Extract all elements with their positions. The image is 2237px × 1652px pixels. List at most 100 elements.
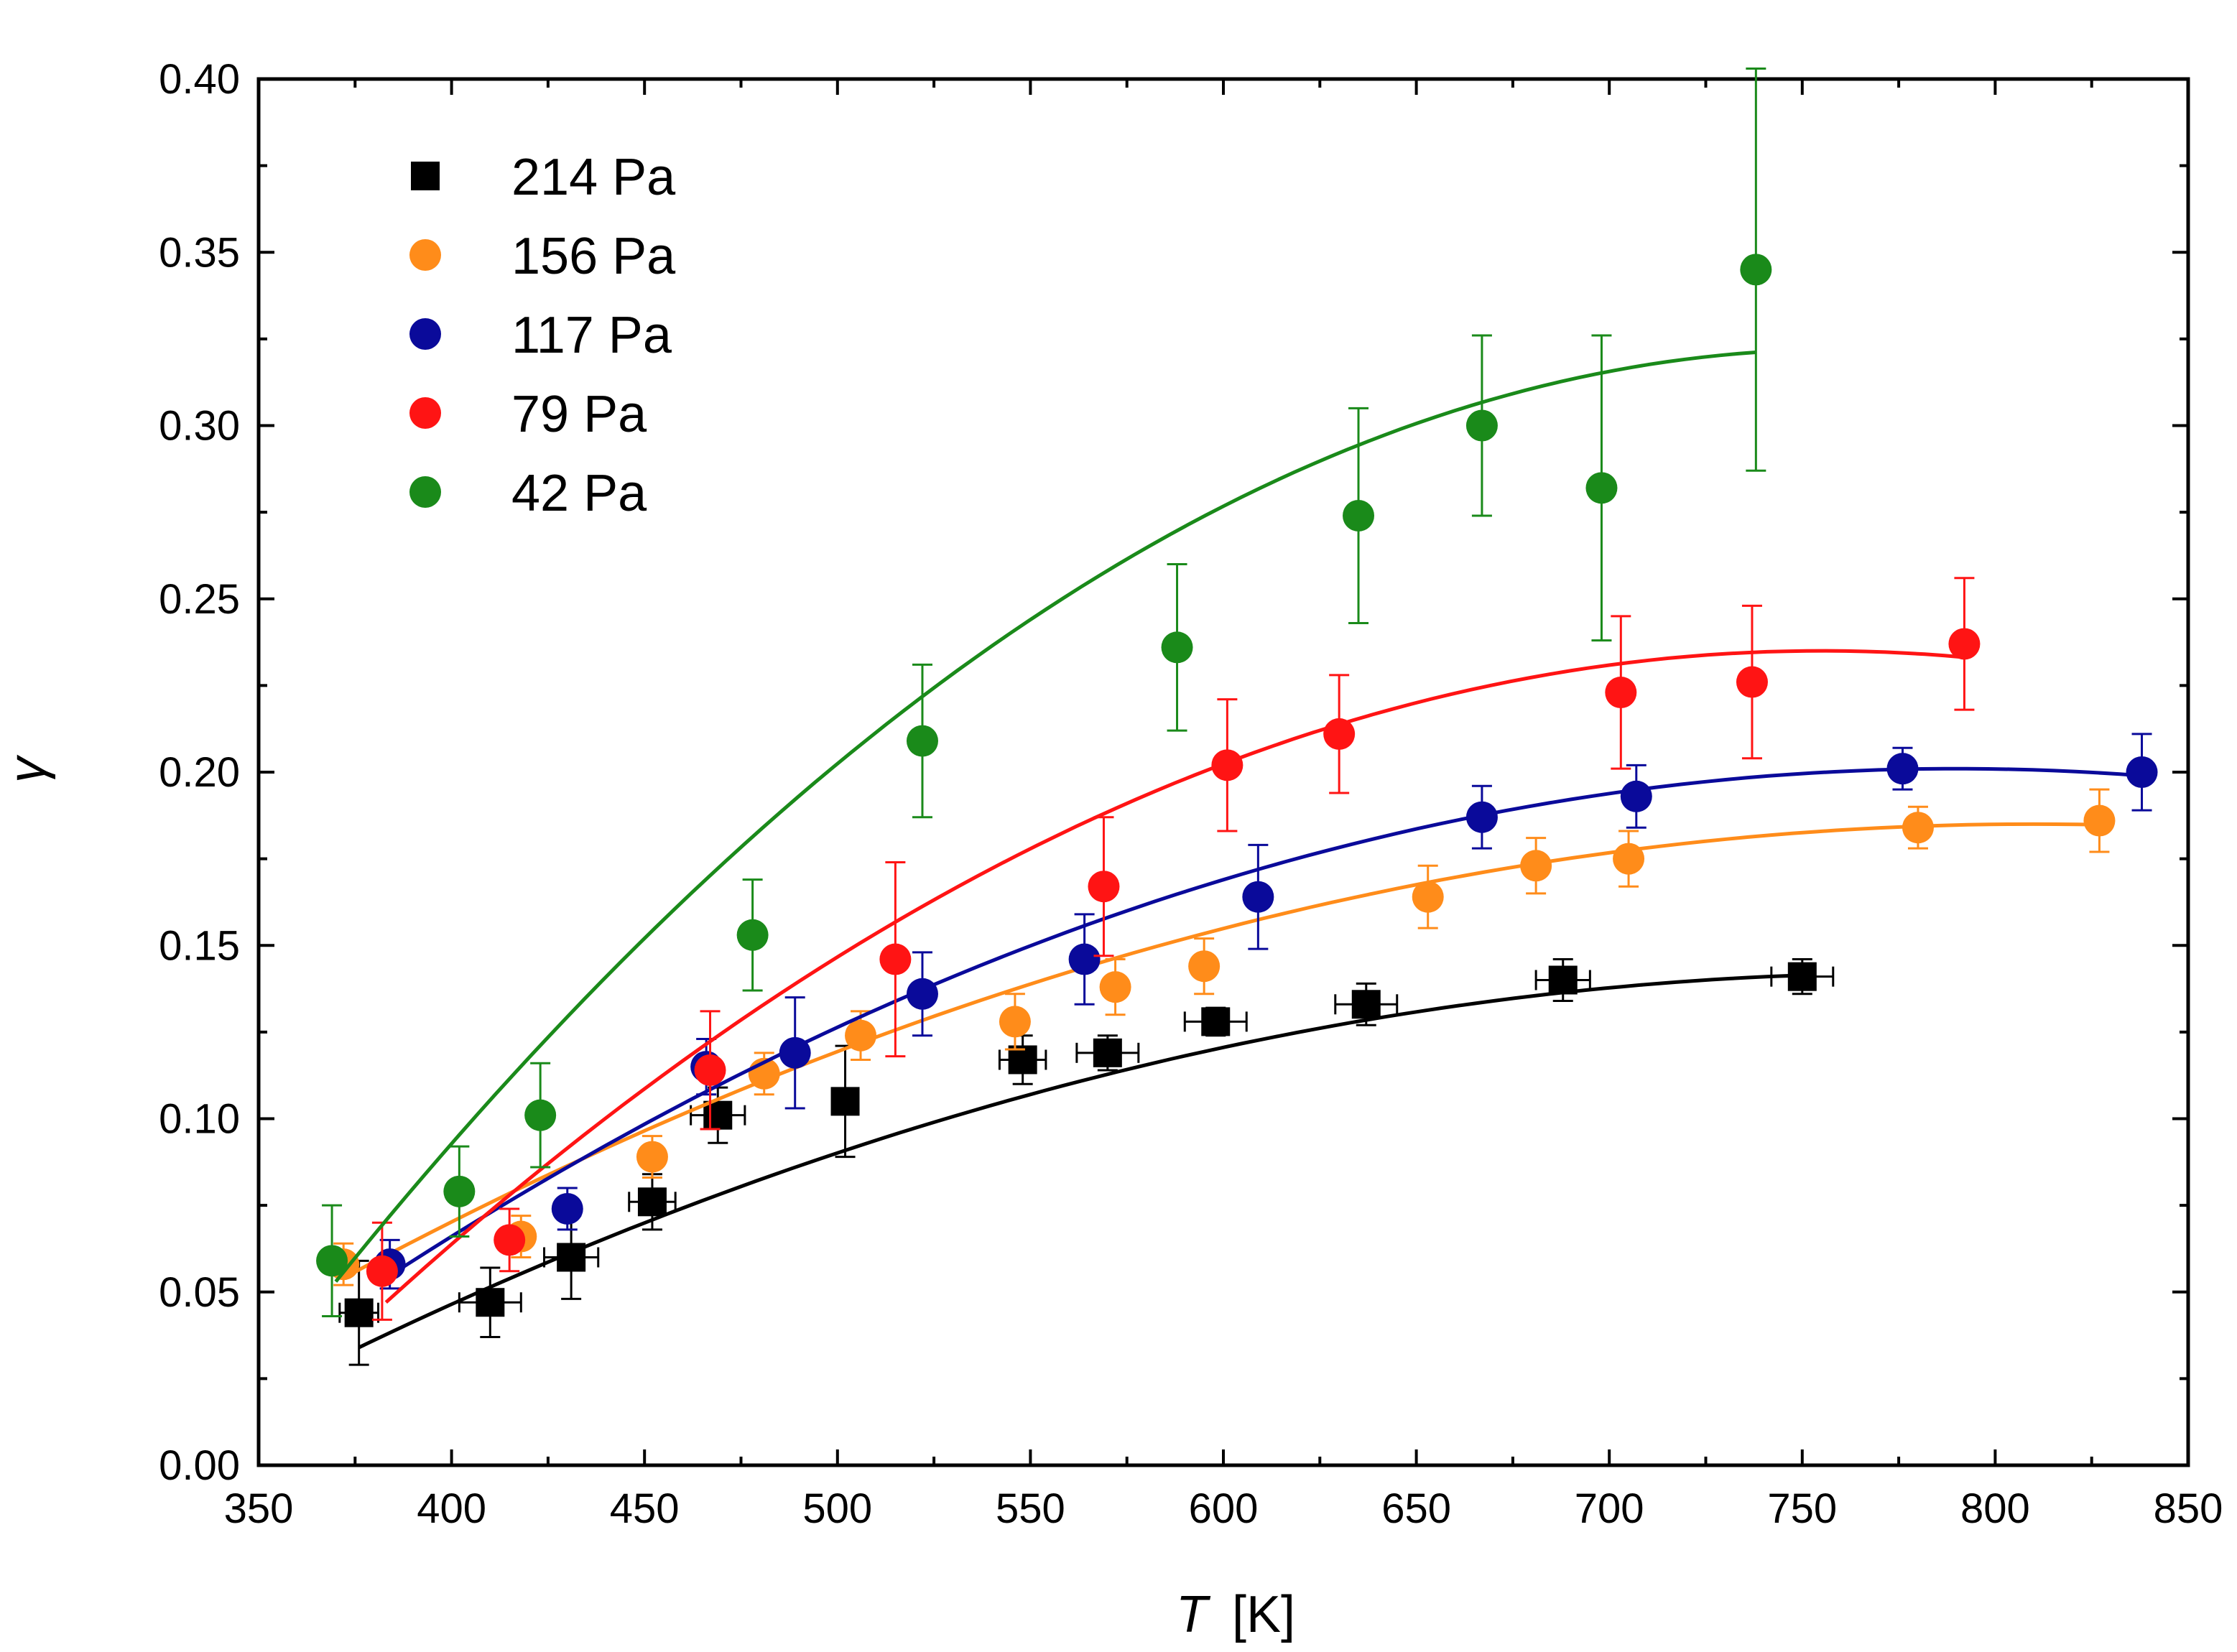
data-point: [703, 1100, 733, 1130]
legend-label: 156 Pa: [511, 228, 676, 285]
data-point: [1948, 628, 1981, 660]
data-point: [845, 1019, 877, 1052]
series-42-pa: [316, 68, 1772, 1318]
data-point: [1902, 812, 1934, 844]
legend-marker: [409, 476, 441, 508]
data-point: [906, 978, 938, 1010]
y-axis-title: γ: [0, 754, 56, 783]
x-tick-label: 550: [996, 1485, 1065, 1532]
x-tick-label: 650: [1381, 1485, 1451, 1532]
legend-item: 117 Pa: [409, 307, 672, 364]
data-point: [1613, 843, 1645, 875]
fit-line: [384, 649, 1965, 1304]
data-point: [906, 725, 938, 757]
data-point: [2083, 804, 2116, 837]
data-point: [1068, 943, 1101, 975]
data-point: [1787, 962, 1817, 991]
data-point: [1211, 749, 1243, 781]
data-point: [366, 1255, 398, 1287]
x-axis-title-symbol: T: [1176, 1586, 1211, 1643]
legend-item: 156 Pa: [409, 228, 676, 285]
data-point: [1099, 971, 1131, 1003]
data-point: [1093, 1038, 1122, 1067]
data-point: [1201, 1007, 1231, 1036]
data-point: [779, 1036, 811, 1069]
y-tick-label: 0.35: [159, 229, 240, 276]
x-tick-label: 350: [224, 1485, 294, 1532]
legend-marker: [409, 318, 441, 350]
data-point: [1343, 499, 1375, 532]
data-point: [1740, 254, 1772, 286]
legend-marker: [409, 397, 441, 429]
series-layer: [316, 68, 2158, 1366]
legend-label: 117 Pa: [511, 307, 672, 364]
data-point: [476, 1288, 505, 1317]
data-point: [637, 1187, 667, 1217]
data-point: [1088, 871, 1120, 903]
x-tick-label: 450: [610, 1485, 680, 1532]
legend-item: 79 Pa: [409, 386, 647, 443]
data-point: [1520, 850, 1552, 882]
fit-line: [334, 351, 1756, 1283]
series-79-pa: [366, 577, 1981, 1321]
y-tick-label: 0.15: [159, 922, 240, 969]
legend-label: 214 Pa: [511, 149, 676, 206]
data-point: [1585, 472, 1618, 504]
legend-label: 79 Pa: [511, 386, 647, 443]
y-tick-label: 0.00: [159, 1442, 240, 1489]
data-point: [636, 1141, 668, 1173]
legend-item: 214 Pa: [411, 149, 676, 206]
data-point: [2126, 756, 2158, 788]
y-tick-label: 0.25: [159, 576, 240, 623]
legend-marker: [409, 239, 441, 271]
data-point: [1242, 881, 1274, 913]
data-point: [344, 1298, 374, 1327]
legend-marker: [411, 162, 440, 190]
x-axis-title-unit: [K]: [1232, 1586, 1295, 1643]
data-point: [1465, 801, 1498, 833]
x-tick-label: 500: [802, 1485, 872, 1532]
data-point: [1465, 409, 1498, 442]
data-point: [1351, 990, 1381, 1019]
data-point: [879, 943, 912, 975]
series-156-pa: [328, 788, 2116, 1286]
data-point: [736, 919, 769, 951]
x-tick-label: 400: [417, 1485, 486, 1532]
data-point: [494, 1224, 526, 1256]
data-point: [557, 1243, 586, 1272]
data-point: [830, 1087, 860, 1116]
data-point: [1548, 965, 1578, 995]
data-point: [1605, 677, 1637, 709]
y-tick-label: 0.10: [159, 1096, 240, 1143]
fit-line: [384, 766, 2142, 1280]
data-point: [443, 1175, 476, 1207]
legend: 214 Pa 156 Pa 117 Pa 79 Pa 42 Pa: [409, 149, 676, 522]
data-point: [551, 1192, 583, 1225]
y-tick-label: 0.40: [159, 56, 240, 103]
data-point: [1188, 950, 1221, 983]
data-point: [1886, 753, 1919, 785]
y-tick-label: 0.20: [159, 749, 240, 796]
y-axis: 0.00 0.05 0.10 0.15 0.20 0.25 0.30 0.35 0.40: [159, 56, 2188, 1489]
y-tick-label: 0.05: [159, 1269, 240, 1316]
legend-item: 42 Pa: [409, 465, 647, 522]
series-214-pa: [338, 958, 1835, 1366]
x-tick-label: 600: [1189, 1485, 1259, 1532]
data-point: [694, 1054, 726, 1086]
legend-label: 42 Pa: [511, 465, 647, 522]
x-axis-title: T [K]: [1176, 1586, 1295, 1643]
fit-line: [343, 822, 2100, 1280]
data-point: [316, 1245, 348, 1277]
x-tick-label: 850: [2154, 1485, 2223, 1532]
data-point: [1620, 780, 1652, 812]
data-point: [999, 1006, 1031, 1038]
data-point: [1161, 631, 1193, 664]
x-tick-label: 750: [1767, 1485, 1837, 1532]
x-tick-label: 800: [1960, 1485, 2030, 1532]
data-point: [1323, 718, 1356, 750]
data-point: [524, 1099, 557, 1131]
x-axis: 350 400 450 500 550 600 650 700 750 800 850: [224, 79, 2223, 1532]
y-tick-label: 0.30: [159, 403, 240, 450]
x-tick-label: 700: [1575, 1485, 1644, 1532]
